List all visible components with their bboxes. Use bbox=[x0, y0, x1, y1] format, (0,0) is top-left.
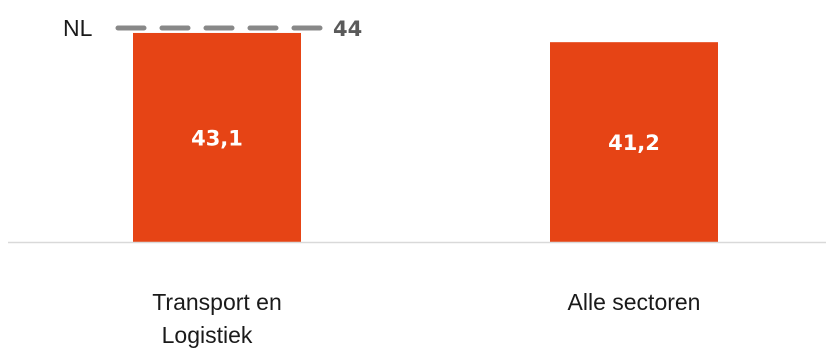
reference-line-label: NL bbox=[63, 15, 93, 41]
category-labels-group: Transport en Logistiek Alle sectoren bbox=[152, 289, 700, 348]
category-label-1-line-2: Logistiek bbox=[162, 322, 253, 348]
category-label-2-line-1: Alle sectoren bbox=[568, 289, 701, 315]
bar-value-label-2: 41,2 bbox=[608, 131, 660, 155]
bar-value-label-1: 43,1 bbox=[191, 126, 243, 150]
reference-line-group: NL 44 bbox=[63, 15, 362, 41]
bar-1 bbox=[133, 32, 301, 243]
bars-group: 43,1 41,2 bbox=[133, 32, 718, 243]
bar-2 bbox=[550, 42, 718, 243]
reference-line-value-label: 44 bbox=[333, 17, 362, 41]
category-label-1-line-1: Transport en bbox=[152, 289, 282, 315]
